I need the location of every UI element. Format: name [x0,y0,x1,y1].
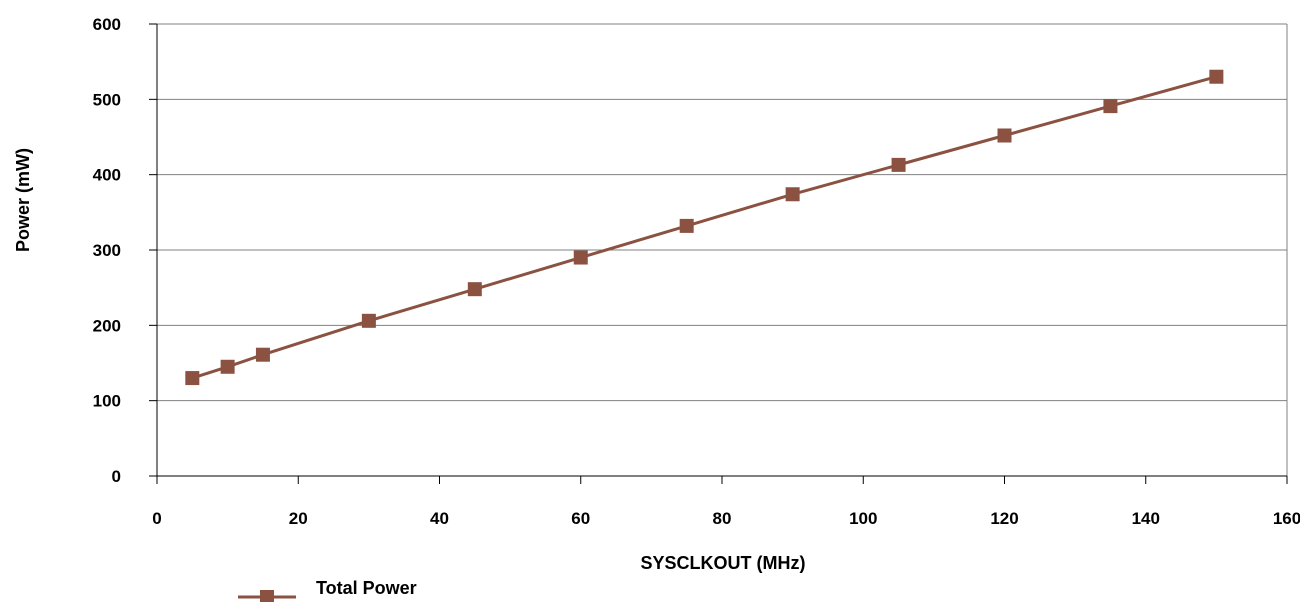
data-point-8 [891,157,906,172]
data-point-3 [361,313,376,328]
data-point-0 [185,371,200,386]
x-tick-label-0: 0 [152,509,161,528]
data-point-10 [1103,99,1118,114]
data-point-9 [997,128,1012,143]
x-tick-label-60: 60 [571,509,590,528]
data-point-4 [467,282,482,297]
data-point-1 [220,359,235,374]
x-tick-labels: 0 20 40 60 80 100 120 140 160 [152,509,1300,528]
x-tick-label-80: 80 [713,509,732,528]
y-tick-label-300: 300 [93,241,121,260]
x-tick-label-160: 160 [1273,509,1300,528]
y-axis-title: Power (mW) [13,148,33,252]
x-tick-label-140: 140 [1132,509,1160,528]
y-tick-label-100: 100 [93,392,121,411]
data-point-11 [1209,69,1224,84]
data-point-2 [255,347,270,362]
axes [149,23,1288,484]
x-tick-label-40: 40 [430,509,449,528]
gridlines [157,23,1288,476]
legend-marker-total-power [260,590,274,602]
data-point-6 [679,218,694,233]
legend-label-total-power: Total Power [316,578,417,598]
y-tick-label-400: 400 [93,166,121,185]
series-line-total-power [191,75,1217,380]
data-point-5 [573,250,588,265]
y-tick-label-200: 200 [93,316,121,335]
y-tick-labels: 0 100 200 300 400 500 600 [93,15,121,486]
data-point-7 [785,187,800,202]
legend: Total Power [238,578,417,602]
y-tick-label-0: 0 [112,467,121,486]
x-tick-label-100: 100 [849,509,877,528]
x-axis-title: SYSCLKOUT (MHz) [641,553,806,573]
series-layer [185,69,1224,386]
x-tick-label-120: 120 [990,509,1018,528]
y-tick-label-500: 500 [93,90,121,109]
x-tick-label-20: 20 [289,509,308,528]
y-tick-label-600: 600 [93,15,121,34]
